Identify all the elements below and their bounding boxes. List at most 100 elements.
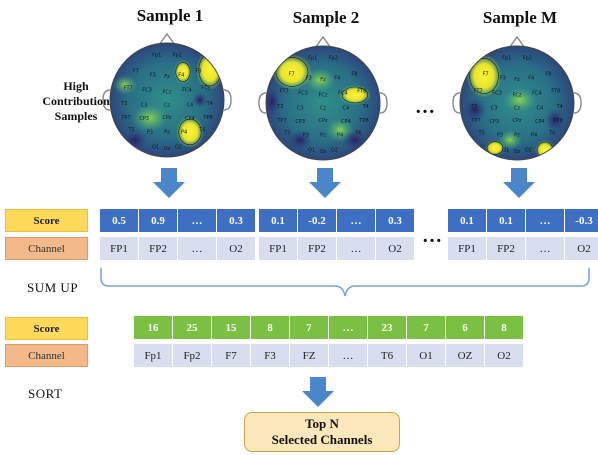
contour-line — [178, 118, 202, 146]
electrode-label: F4 — [334, 75, 340, 81]
contour-line — [175, 62, 191, 82]
sample-score-cell: 0.9 — [139, 209, 178, 232]
electrode-label: T4 — [362, 104, 369, 110]
electrode-label: P4 — [531, 132, 537, 138]
ear-outline — [573, 92, 582, 114]
electrode-label: F4 — [178, 72, 184, 78]
electrode-label: O2 — [525, 148, 532, 154]
electrode-label: TP7 — [120, 115, 130, 121]
electrode-label: P4 — [337, 132, 343, 138]
hot-region — [174, 60, 192, 84]
sample-score-cell: … — [178, 209, 217, 232]
contour-line — [341, 86, 369, 104]
electrode-label: TP8 — [202, 115, 212, 121]
down-arrow-icon — [302, 377, 334, 407]
electrode-label: Pz — [320, 132, 326, 138]
sum-channel-cell: … — [329, 344, 368, 367]
electrode-label: T4 — [556, 104, 563, 110]
electrode-label: Fp1 — [502, 55, 511, 61]
electrode-label: C3 — [141, 103, 148, 109]
electrode-label: Pz — [514, 132, 520, 138]
electrode-label: CPz — [512, 118, 522, 124]
electrode-label: TP8 — [358, 118, 368, 124]
electrode-label: FCz — [513, 92, 522, 98]
electrode-label: F3 — [150, 72, 156, 78]
nose-outline — [314, 35, 332, 49]
electrode-label: C4 — [186, 103, 193, 109]
sample-score-cell: 0.3 — [376, 209, 415, 232]
electrode-label: O1 — [152, 145, 159, 151]
head-outline — [265, 45, 381, 161]
head-outline — [109, 42, 225, 158]
electrode-label: F7 — [133, 68, 139, 74]
electrode-label: TP8 — [552, 118, 562, 124]
topomap-layer: Fp1 Fp2 F7 F3 Fz F4 F8 FC3 FCz FC4 T3 C3 Cz C4 T4 CP3 CP… — [102, 32, 582, 161]
electrode-label: Cz — [320, 106, 326, 112]
electrode-label: Fp2 — [329, 55, 338, 61]
electrode-label: T4 — [206, 101, 213, 107]
sum-score-cell: 7 — [407, 316, 446, 339]
sample-score-cell: 0.1 — [448, 209, 487, 232]
electrode-label: P4 — [181, 129, 187, 135]
electrode-label: Fp1 — [152, 52, 161, 58]
contour-line — [469, 58, 499, 94]
sum-channel-cell: F7 — [212, 344, 251, 367]
warm-region — [504, 88, 536, 112]
sum-score-cell: 16 — [134, 316, 173, 339]
electrode-label: FC4 — [338, 91, 348, 97]
sum-channel-cell: Fp2 — [173, 344, 212, 367]
sample-channel-cell: FP1 — [100, 237, 139, 260]
electrode-label: F8 — [545, 71, 551, 77]
sample-score-cell: -0.3 — [565, 209, 598, 232]
electrode-label: FCz — [319, 92, 328, 98]
electrode-label: Cz — [514, 106, 520, 112]
electrode-label: Fz — [164, 74, 170, 80]
hot-region — [176, 116, 204, 148]
electrode-label: F7 — [483, 71, 489, 77]
contour-line — [486, 141, 504, 155]
electrode-label: Oz — [164, 146, 171, 152]
electrode-label: FCz — [163, 89, 172, 95]
result-line-1: Top N — [305, 416, 339, 431]
electrode-label: T6 — [354, 131, 361, 137]
electrode-label: P3 — [147, 129, 153, 135]
electrode-label: O2 — [331, 148, 338, 154]
electrode-label: Oz — [320, 149, 327, 155]
sample-score-cell: 0.5 — [100, 209, 139, 232]
sample-channel-cell: … — [178, 237, 217, 260]
electrode-label: Cz — [164, 103, 170, 109]
electrode-label: CP4 — [341, 119, 351, 125]
contour-line — [275, 57, 309, 87]
electrode-label: T6 — [548, 131, 555, 137]
maps-ellipsis: … — [415, 96, 436, 118]
side-label-line-3: Samples — [54, 109, 98, 123]
sample-channel-cell: FP2 — [139, 237, 178, 260]
scalp-heat-layer — [113, 50, 224, 150]
sum-up-label: SUM UP — [27, 280, 79, 295]
electrode-label: Oz — [514, 149, 521, 155]
sample-m-title: Sample M — [482, 8, 558, 27]
electrode-label: CP3 — [295, 119, 305, 125]
sum-score-cell: 8 — [251, 316, 290, 339]
electrode-label: T3 — [120, 101, 127, 107]
sample-1-topomap: Fp1 Fp2 F7 F3 Fz F4 F8 FC3 FCz FC4 T3 C3 Cz C4 T4 CP3 CP… — [102, 32, 232, 158]
warm-region — [113, 75, 137, 95]
electrode-label: FC4 — [182, 88, 192, 94]
electrode-label: Fz — [514, 77, 520, 83]
nose-outline — [508, 35, 526, 49]
tables-ellipsis: … — [422, 225, 443, 247]
electrode-label: TP7 — [276, 118, 286, 124]
sum-score-cell: 8 — [485, 316, 524, 339]
hot-region — [485, 140, 505, 156]
sample-channel-cell: O2 — [217, 237, 256, 260]
sample-score-cell: … — [337, 209, 376, 232]
electrode-label: T5 — [284, 131, 291, 137]
sample-channel-cell: FP1 — [259, 237, 298, 260]
sample-channel-cell: … — [526, 237, 565, 260]
sample-score-cell: 0.3 — [217, 209, 256, 232]
electrode-label: T3 — [470, 104, 477, 110]
sum-channel-cell: Fp1 — [134, 344, 173, 367]
ear-outline — [452, 92, 461, 114]
sample-score-cell: -0.2 — [298, 209, 337, 232]
